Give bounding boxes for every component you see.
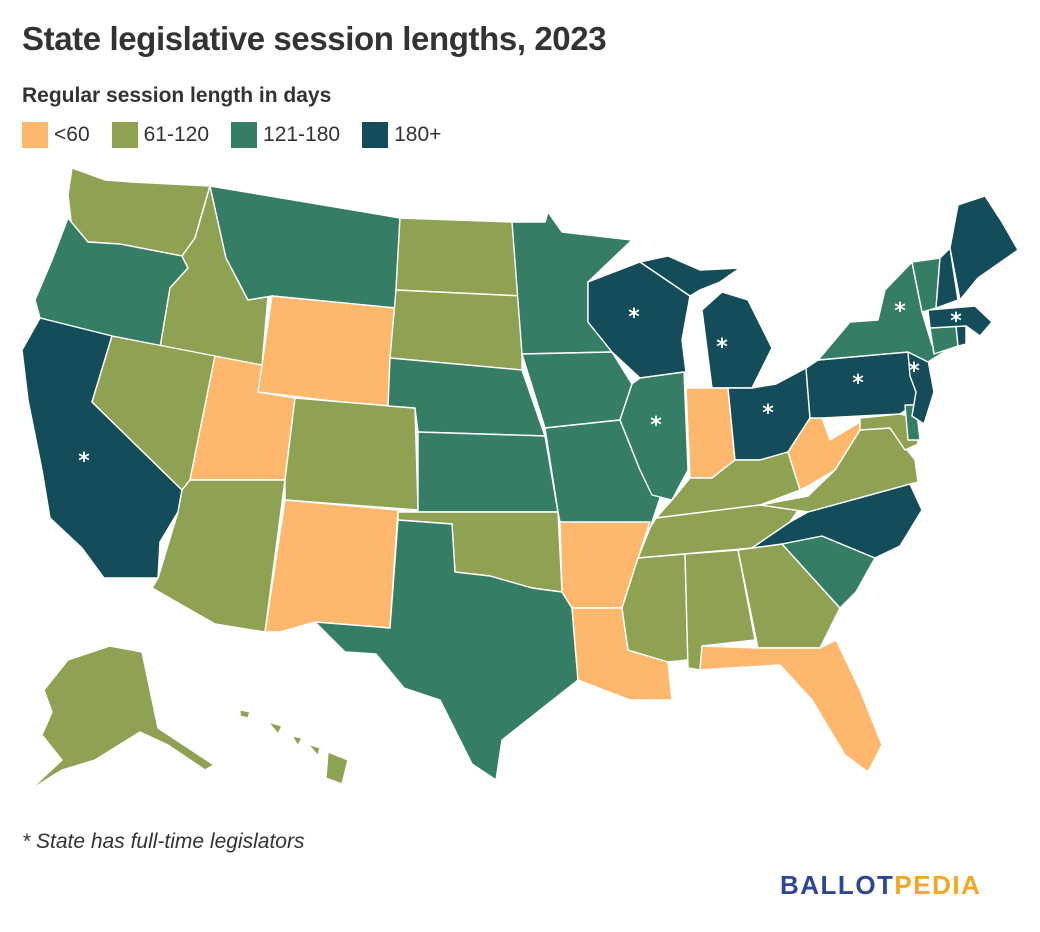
full-time-marker-WI: * <box>628 305 640 330</box>
state-HI[interactable] <box>239 709 349 785</box>
full-time-marker-OH: * <box>762 401 774 426</box>
legend-swatch <box>111 122 138 148</box>
legend-item-121-180: 121-180 <box>231 122 340 148</box>
state-SD[interactable] <box>389 289 523 371</box>
logo-part-ballot: BALLOT <box>780 870 895 900</box>
full-time-marker-PA: * <box>852 371 864 396</box>
footnote: * State has full-time legislators <box>22 830 305 853</box>
state-KS[interactable] <box>417 431 559 513</box>
state-MA[interactable] <box>927 305 993 337</box>
legend-label: 121-180 <box>263 123 341 146</box>
state-FL[interactable] <box>699 639 883 773</box>
legend-item-180-plus: 180+ <box>362 122 441 148</box>
state-AK[interactable] <box>29 645 215 791</box>
legend-label: 180+ <box>394 123 442 146</box>
state-CO[interactable] <box>284 397 419 511</box>
legend-item-under-60: <60 <box>22 122 90 148</box>
state-IL[interactable] <box>619 371 689 501</box>
state-NJ[interactable] <box>907 351 935 425</box>
legend-swatch <box>231 122 258 148</box>
ballotpedia-logo: BALLOTPEDIA <box>780 870 981 901</box>
state-ND[interactable] <box>395 217 523 297</box>
chart-title: State legislative session lengths, 2023 <box>22 20 607 57</box>
full-time-marker-CA: * <box>78 449 90 474</box>
us-map: * * * * * * * * * <box>21 167 1019 791</box>
state-NC[interactable] <box>751 483 923 559</box>
logo-part-pedia: PEDIA <box>894 870 982 900</box>
legend-item-61-120: 61-120 <box>111 122 210 148</box>
state-AZ[interactable] <box>151 479 286 633</box>
state-NH[interactable] <box>935 247 959 309</box>
legend-label: <60 <box>54 123 90 146</box>
full-time-marker-NY: * <box>894 299 906 324</box>
state-TX[interactable] <box>314 519 579 781</box>
full-time-marker-NJ: * <box>908 359 920 384</box>
state-MD[interactable] <box>859 413 919 451</box>
full-time-marker-MA: * <box>950 309 962 334</box>
legend: <60 61-120 121-180 180+ <box>22 122 463 148</box>
state-ME[interactable] <box>949 195 1019 301</box>
legend-label: 61-120 <box>143 123 210 146</box>
legend-title: Regular session length in days <box>22 84 332 107</box>
state-WY[interactable] <box>257 295 396 409</box>
full-time-marker-MI: * <box>716 335 728 360</box>
full-time-marker-IL: * <box>650 413 662 438</box>
legend-swatch <box>362 122 389 148</box>
full-time-markers: * * * * * * * * * <box>78 299 962 474</box>
state-IN[interactable] <box>685 387 736 479</box>
legend-swatch <box>22 122 48 148</box>
state-NM[interactable] <box>264 499 399 633</box>
